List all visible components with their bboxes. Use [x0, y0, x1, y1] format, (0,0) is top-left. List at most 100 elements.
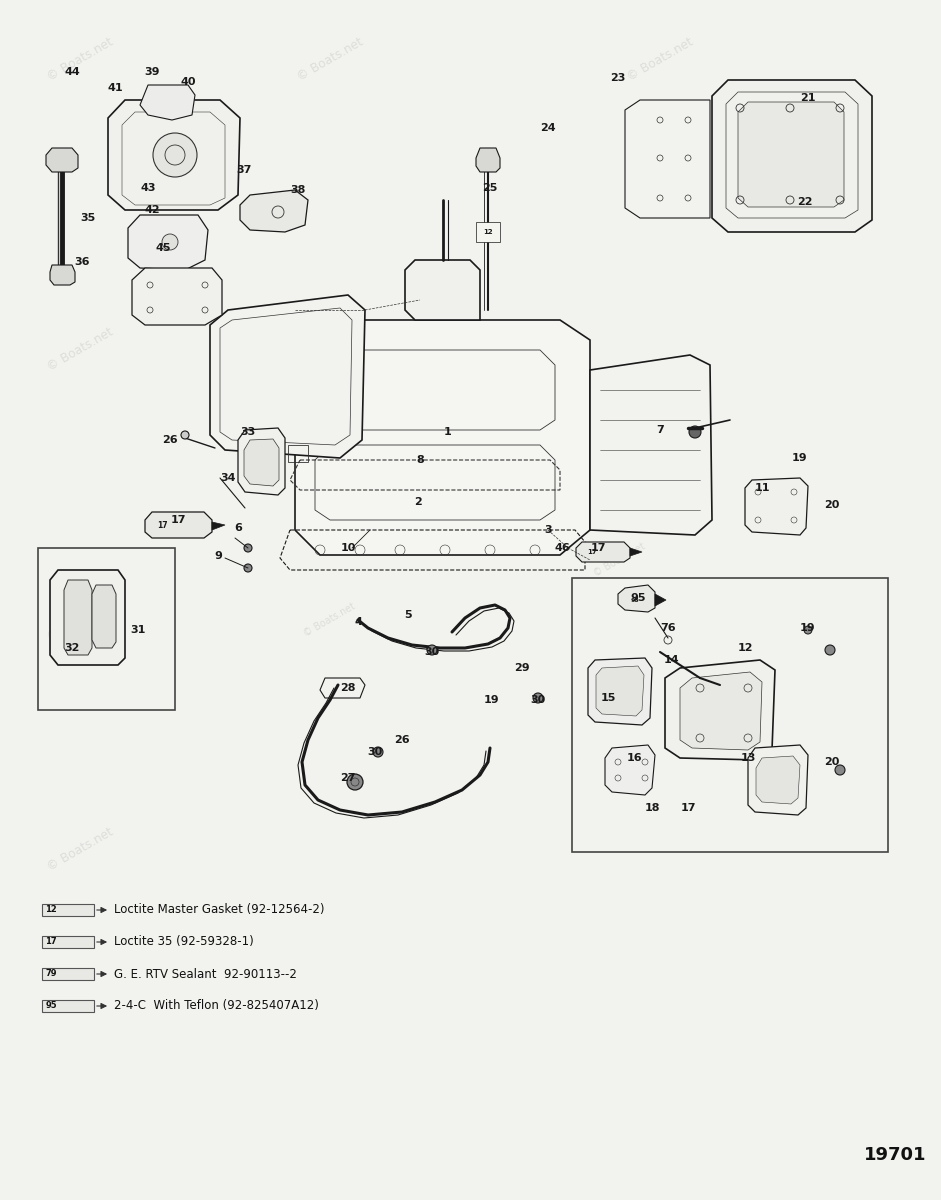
Text: 19: 19: [485, 695, 500, 704]
Polygon shape: [680, 672, 762, 750]
Polygon shape: [630, 548, 642, 556]
Polygon shape: [108, 100, 240, 210]
Text: 12: 12: [483, 229, 493, 235]
Text: 37: 37: [236, 164, 251, 175]
Text: © Boats.net: © Boats.net: [295, 36, 365, 84]
Text: 8: 8: [416, 455, 423, 464]
Text: 9: 9: [214, 551, 222, 560]
Text: 45: 45: [155, 242, 170, 253]
Polygon shape: [140, 85, 195, 120]
Polygon shape: [738, 102, 844, 206]
Circle shape: [373, 746, 383, 757]
Text: 2: 2: [414, 497, 422, 506]
Polygon shape: [212, 522, 225, 530]
Text: 76: 76: [661, 623, 676, 634]
Text: 79: 79: [45, 970, 56, 978]
Text: 30: 30: [531, 695, 546, 704]
Text: 43: 43: [140, 182, 156, 193]
Text: 42: 42: [144, 205, 160, 215]
Text: 38: 38: [291, 185, 306, 194]
Polygon shape: [244, 439, 279, 486]
Text: 36: 36: [74, 257, 89, 266]
Text: 17: 17: [587, 550, 597, 554]
Polygon shape: [240, 190, 308, 232]
Polygon shape: [50, 265, 75, 284]
Text: 17: 17: [680, 803, 695, 814]
Circle shape: [427, 646, 437, 655]
Circle shape: [835, 766, 845, 775]
Polygon shape: [618, 584, 655, 612]
Text: 5: 5: [405, 610, 412, 620]
Polygon shape: [745, 478, 808, 535]
Text: 16: 16: [628, 754, 643, 763]
Polygon shape: [756, 756, 800, 804]
Text: 24: 24: [540, 122, 556, 133]
Text: 28: 28: [341, 683, 356, 692]
Text: 35: 35: [80, 214, 96, 223]
Text: 17: 17: [170, 515, 185, 526]
Text: 14: 14: [664, 655, 679, 665]
Text: 95: 95: [630, 598, 639, 602]
Text: 26: 26: [394, 734, 410, 745]
Polygon shape: [295, 320, 590, 554]
Polygon shape: [50, 570, 125, 665]
Polygon shape: [145, 512, 212, 538]
Text: © Boats.net: © Boats.net: [45, 596, 115, 644]
Polygon shape: [64, 580, 92, 655]
Text: © Boats.net: © Boats.net: [302, 601, 358, 638]
Text: 46: 46: [554, 542, 570, 553]
Polygon shape: [92, 584, 116, 648]
Text: 26: 26: [162, 434, 178, 445]
Circle shape: [162, 234, 178, 250]
Polygon shape: [405, 260, 480, 320]
Text: 32: 32: [64, 643, 80, 653]
Polygon shape: [712, 80, 872, 232]
Polygon shape: [210, 295, 365, 458]
Text: 19: 19: [800, 623, 816, 634]
Text: 44: 44: [64, 67, 80, 77]
Text: Loctite Master Gasket (92-12564-2): Loctite Master Gasket (92-12564-2): [114, 904, 325, 917]
Circle shape: [244, 544, 252, 552]
Text: 21: 21: [800, 92, 816, 103]
Text: 12: 12: [737, 643, 753, 653]
Text: 4: 4: [354, 617, 362, 626]
Text: 20: 20: [824, 757, 839, 767]
Text: 41: 41: [107, 83, 123, 92]
Polygon shape: [588, 658, 652, 725]
FancyBboxPatch shape: [42, 1000, 94, 1012]
Polygon shape: [655, 594, 666, 606]
Circle shape: [533, 692, 543, 703]
Text: 23: 23: [611, 73, 626, 83]
Circle shape: [181, 431, 189, 439]
Text: 17: 17: [590, 542, 606, 553]
Polygon shape: [665, 660, 775, 760]
Text: © Boats.net: © Boats.net: [45, 36, 115, 84]
Text: 17: 17: [45, 937, 56, 947]
Text: 27: 27: [341, 773, 356, 782]
Text: 2-4-C  With Teflon (92-825407A12): 2-4-C With Teflon (92-825407A12): [114, 1000, 319, 1013]
Text: 20: 20: [824, 500, 839, 510]
Text: 1: 1: [444, 427, 452, 437]
Text: © Boats.net: © Boats.net: [593, 541, 647, 578]
Text: 34: 34: [220, 473, 236, 482]
Text: 15: 15: [600, 692, 615, 703]
Text: Loctite 35 (92-59328-1): Loctite 35 (92-59328-1): [114, 936, 254, 948]
Circle shape: [347, 774, 363, 790]
Text: © Boats.net: © Boats.net: [45, 326, 115, 374]
Circle shape: [689, 426, 701, 438]
Polygon shape: [748, 745, 808, 815]
Polygon shape: [238, 428, 285, 494]
Text: 19: 19: [792, 452, 807, 463]
FancyBboxPatch shape: [42, 904, 94, 916]
Text: © Boats.net: © Boats.net: [625, 36, 695, 84]
Text: 11: 11: [755, 482, 770, 493]
Polygon shape: [590, 355, 712, 535]
Text: © Boats.net: © Boats.net: [370, 452, 450, 508]
Text: 95: 95: [45, 1002, 56, 1010]
Text: 31: 31: [130, 625, 146, 635]
Text: G. E. RTV Sealant  92-90113--2: G. E. RTV Sealant 92-90113--2: [114, 967, 296, 980]
Polygon shape: [605, 745, 655, 794]
Polygon shape: [132, 268, 222, 325]
Text: 25: 25: [483, 182, 498, 193]
Text: 30: 30: [424, 647, 439, 658]
